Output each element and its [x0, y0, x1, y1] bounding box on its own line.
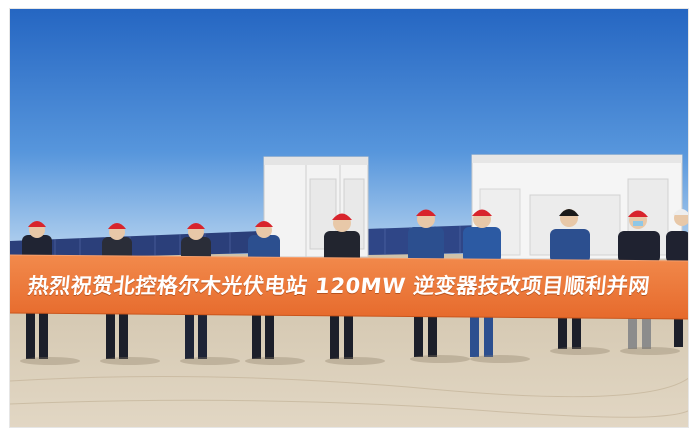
person — [618, 210, 660, 349]
photo: 热烈祝贺北控格尔木光伏电站 120MW 逆变器技改项目顺利并网 — [9, 8, 689, 428]
person — [324, 213, 360, 359]
shadows — [20, 347, 680, 365]
person — [248, 221, 280, 359]
ground-tracks — [10, 376, 688, 418]
people — [22, 209, 688, 359]
person — [666, 209, 688, 347]
photo-scene — [10, 9, 688, 427]
person — [550, 209, 590, 349]
person — [408, 209, 444, 357]
banner — [10, 254, 688, 320]
banner-text: 热烈祝贺北控格尔木光伏电站 120MW 逆变器技改项目顺利并网 — [26, 274, 652, 298]
person — [463, 209, 501, 357]
